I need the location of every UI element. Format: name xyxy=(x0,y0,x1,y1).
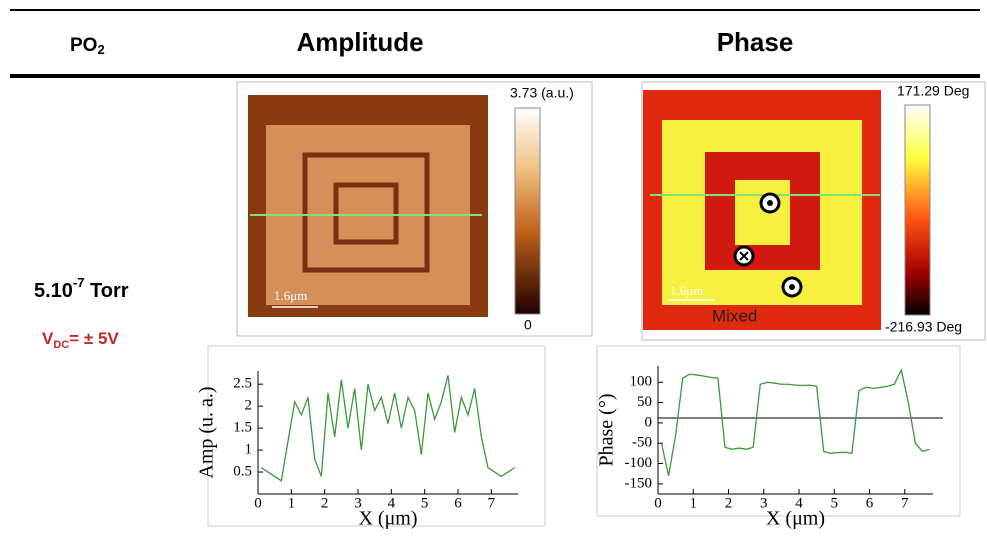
colorbar xyxy=(514,107,541,315)
x-tick-label: 2 xyxy=(321,495,329,511)
scale-bar-label: 1.6μm xyxy=(670,283,703,298)
amplitude-ring xyxy=(333,182,399,245)
profile-line xyxy=(260,375,516,482)
x-tick-label: 4 xyxy=(795,495,803,511)
colorbar-max: 171.29 Deg xyxy=(897,83,969,99)
amplitude-plot-frame xyxy=(207,345,546,527)
voltage: VDC= ± 5V xyxy=(42,329,119,350)
phase-square xyxy=(735,180,790,245)
x-tick-label: 6 xyxy=(866,495,874,511)
x-tick-label: 6 xyxy=(454,495,462,511)
x-tick-label: 7 xyxy=(488,495,496,511)
x-tick-label: 5 xyxy=(831,495,839,511)
polarization-up xyxy=(759,192,781,214)
x-tick-label: 0 xyxy=(654,495,662,511)
colorbar-min: -216.93 Deg xyxy=(885,319,962,335)
x-tick-label: 3 xyxy=(760,495,768,511)
x-tick-label: 3 xyxy=(354,495,362,511)
header-phase: Phase xyxy=(717,27,794,57)
scale-bar-label: 1.6μm xyxy=(274,288,307,303)
y-tick-label: 100 xyxy=(630,374,653,390)
amplitude-ring xyxy=(302,152,430,273)
y-tick-label: -100 xyxy=(625,455,653,471)
y-tick-label: 1 xyxy=(245,442,253,458)
x-tick-label: 1 xyxy=(288,495,296,511)
polarization-up xyxy=(781,276,803,298)
profile-line xyxy=(660,368,930,476)
y-tick-label: 50 xyxy=(637,394,652,410)
x-tick-label: 1 xyxy=(690,495,698,511)
y-tick-label: 2 xyxy=(245,398,253,414)
x-tick-label: 5 xyxy=(421,495,429,511)
x-tick-label: 2 xyxy=(725,495,733,511)
header-po: PO2 xyxy=(70,35,105,57)
polarization-down xyxy=(733,245,755,267)
y-axis-label: Phase (°) xyxy=(596,394,618,467)
y-tick-label: 2.5 xyxy=(233,376,252,392)
x-axis-label: X (μm) xyxy=(358,508,417,530)
pressure: 5.10-7 Torr xyxy=(34,275,129,302)
y-tick-label: -50 xyxy=(632,435,652,451)
y-tick-label: 0 xyxy=(645,414,653,430)
y-tick-label: -150 xyxy=(625,475,653,491)
colorbar xyxy=(904,104,931,316)
x-tick-label: 4 xyxy=(388,495,396,511)
y-axis-label: Amp (u. a.) xyxy=(196,386,218,478)
annotation: Mixed xyxy=(712,306,757,325)
y-tick-label: 1.5 xyxy=(233,420,252,436)
x-tick-label: 0 xyxy=(254,495,262,511)
colorbar-max: 3.73 (a.u.) xyxy=(510,85,574,101)
colorbar-min: 0 xyxy=(524,317,532,333)
x-tick-label: 7 xyxy=(901,495,909,511)
y-tick-label: 0.5 xyxy=(233,463,252,479)
header-amplitude: Amplitude xyxy=(296,27,423,57)
x-axis-label: X (μm) xyxy=(766,508,825,530)
